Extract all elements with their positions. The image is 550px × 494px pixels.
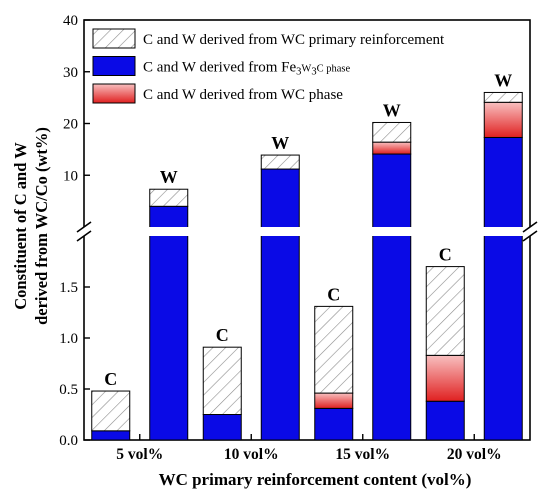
bar-C-fe3w3c bbox=[314, 407, 354, 441]
bar-W-wc bbox=[483, 101, 523, 138]
bar-W-fe3w3c bbox=[149, 205, 189, 441]
y-tick-label-lower: 0.0 bbox=[59, 433, 78, 449]
bar-label-W: W bbox=[160, 167, 178, 187]
bar-C-primary bbox=[202, 346, 242, 415]
bar-C-fe3w3c bbox=[91, 430, 131, 441]
bar-W-primary bbox=[483, 91, 523, 103]
legend: C and W derived from WC primary reinforc… bbox=[92, 28, 445, 104]
bar-C-primary bbox=[314, 305, 354, 394]
bar-C-wc bbox=[425, 354, 465, 402]
axes: 5 vol% 10 vol% 15 vol% 20 vol% 0.0 0.5 1.0 1.5 1… bbox=[59, 13, 544, 463]
y-tick-label-upper: 30 bbox=[63, 65, 78, 81]
axis-break-mark bbox=[522, 230, 538, 242]
axis-break-mark bbox=[76, 230, 92, 242]
legend-label-wc: C and W derived from WC phase bbox=[143, 87, 343, 103]
bar-C-fe3w3c bbox=[202, 414, 242, 441]
bar-label-W: W bbox=[383, 100, 401, 120]
bar-W-fe3w3c bbox=[372, 153, 412, 441]
y-tick-label-upper: 10 bbox=[63, 168, 78, 184]
bar-W-primary bbox=[260, 154, 300, 170]
legend-swatch-fe3w3c bbox=[92, 56, 136, 76]
bar-C-fe3w3c bbox=[425, 400, 465, 441]
bar-label-W: W bbox=[271, 133, 289, 153]
bar-W-fe3w3c bbox=[260, 168, 300, 441]
x-tick-label: 15 vol% bbox=[335, 446, 390, 463]
x-tick-label: 5 vol% bbox=[116, 446, 163, 463]
bar-label-W: W bbox=[494, 70, 512, 90]
legend-label-primary: C and W derived from WC primary reinforc… bbox=[143, 32, 445, 48]
axis-break-mark bbox=[522, 221, 538, 233]
axis-break-gap bbox=[70, 227, 544, 236]
legend-swatch-wc bbox=[92, 83, 136, 104]
y-tick-label-lower: 1.0 bbox=[59, 331, 78, 347]
axis-break-mark bbox=[76, 221, 92, 233]
y-axis-title-line1: Constituent of C and W bbox=[11, 142, 30, 310]
bar-C-primary bbox=[91, 390, 131, 432]
bar-W-primary bbox=[372, 121, 412, 143]
y-tick-label-upper: 40 bbox=[63, 13, 78, 29]
x-tick-label: 10 vol% bbox=[224, 446, 279, 463]
y-axis-title-line2: derived from WC/Co (wt%) bbox=[32, 127, 51, 325]
bar-C-primary bbox=[425, 266, 465, 356]
bar-label-C: C bbox=[216, 325, 229, 345]
bar-C-wc bbox=[314, 392, 354, 409]
y-tick-label-lower: 0.5 bbox=[59, 382, 78, 398]
bar-label-C: C bbox=[327, 284, 340, 304]
bar-W-fe3w3c bbox=[483, 136, 523, 441]
y-tick-label-upper: 20 bbox=[63, 117, 78, 133]
y-tick-label-lower: 1.5 bbox=[59, 280, 78, 296]
legend-label-fe3w3c: C and W derived from Fe3W3C phase bbox=[143, 60, 350, 78]
bar-W-wc bbox=[372, 141, 412, 155]
legend-swatch-primary bbox=[92, 28, 136, 49]
x-tick-label: 20 vol% bbox=[447, 446, 502, 463]
bar-label-C: C bbox=[104, 369, 117, 389]
x-axis-title: WC primary reinforcement content (vol%) bbox=[159, 470, 472, 489]
bars: C W C W C W C W bbox=[91, 70, 523, 441]
bar-W-primary bbox=[149, 188, 189, 207]
bar-label-C: C bbox=[439, 245, 452, 265]
